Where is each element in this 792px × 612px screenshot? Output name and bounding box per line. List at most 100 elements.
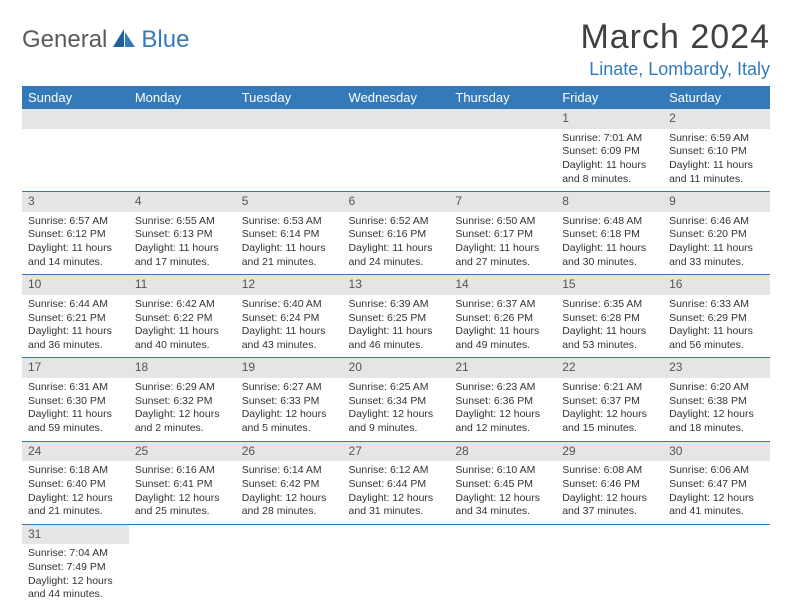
calendar-body: 1Sunrise: 7:01 AMSunset: 6:09 PMDaylight… xyxy=(22,109,770,607)
sunset-line: Sunset: 6:33 PM xyxy=(242,395,337,409)
calendar-week-row: 31Sunrise: 7:04 AMSunset: 7:49 PMDayligh… xyxy=(22,524,770,607)
sunrise-line: Sunrise: 6:31 AM xyxy=(28,381,123,395)
calendar-day-cell: 10Sunrise: 6:44 AMSunset: 6:21 PMDayligh… xyxy=(22,275,129,358)
day-number: 6 xyxy=(343,192,450,212)
calendar-day-cell: 16Sunrise: 6:33 AMSunset: 6:29 PMDayligh… xyxy=(663,275,770,358)
daylight-line: Daylight: 12 hours and 9 minutes. xyxy=(349,408,444,435)
sunrise-line: Sunrise: 6:23 AM xyxy=(455,381,550,395)
calendar-week-row: 1Sunrise: 7:01 AMSunset: 6:09 PMDaylight… xyxy=(22,109,770,192)
day-number: 15 xyxy=(556,275,663,295)
day-body: Sunrise: 7:04 AMSunset: 7:49 PMDaylight:… xyxy=(22,544,129,607)
logo: General Blue xyxy=(22,26,189,54)
sunset-line: Sunset: 6:40 PM xyxy=(28,478,123,492)
calendar-empty-cell xyxy=(236,524,343,607)
day-body: Sunrise: 6:29 AMSunset: 6:32 PMDaylight:… xyxy=(129,378,236,441)
sunset-line: Sunset: 6:28 PM xyxy=(562,312,657,326)
daylight-line: Daylight: 11 hours and 53 minutes. xyxy=(562,325,657,352)
calendar-day-cell: 30Sunrise: 6:06 AMSunset: 6:47 PMDayligh… xyxy=(663,441,770,524)
calendar-day-cell: 4Sunrise: 6:55 AMSunset: 6:13 PMDaylight… xyxy=(129,192,236,275)
day-body: Sunrise: 6:10 AMSunset: 6:45 PMDaylight:… xyxy=(449,461,556,524)
day-body: Sunrise: 6:23 AMSunset: 6:36 PMDaylight:… xyxy=(449,378,556,441)
day-number: 13 xyxy=(343,275,450,295)
calendar-day-cell: 31Sunrise: 7:04 AMSunset: 7:49 PMDayligh… xyxy=(22,524,129,607)
calendar-empty-cell xyxy=(449,524,556,607)
sunrise-line: Sunrise: 6:21 AM xyxy=(562,381,657,395)
title-block: March 2024 Linate, Lombardy, Italy xyxy=(580,18,770,80)
sunset-line: Sunset: 6:12 PM xyxy=(28,228,123,242)
sunset-line: Sunset: 6:10 PM xyxy=(669,145,764,159)
day-body: Sunrise: 6:37 AMSunset: 6:26 PMDaylight:… xyxy=(449,295,556,358)
calendar-day-cell: 19Sunrise: 6:27 AMSunset: 6:33 PMDayligh… xyxy=(236,358,343,441)
sunset-line: Sunset: 6:25 PM xyxy=(349,312,444,326)
day-number: 3 xyxy=(22,192,129,212)
sunrise-line: Sunrise: 6:20 AM xyxy=(669,381,764,395)
calendar-table: SundayMondayTuesdayWednesdayThursdayFrid… xyxy=(22,86,770,607)
sunrise-line: Sunrise: 6:27 AM xyxy=(242,381,337,395)
day-number: 16 xyxy=(663,275,770,295)
day-number: 18 xyxy=(129,358,236,378)
sunset-line: Sunset: 6:37 PM xyxy=(562,395,657,409)
calendar-day-cell: 9Sunrise: 6:46 AMSunset: 6:20 PMDaylight… xyxy=(663,192,770,275)
day-number: 9 xyxy=(663,192,770,212)
sunset-line: Sunset: 6:26 PM xyxy=(455,312,550,326)
calendar-day-cell: 17Sunrise: 6:31 AMSunset: 6:30 PMDayligh… xyxy=(22,358,129,441)
day-body: Sunrise: 6:44 AMSunset: 6:21 PMDaylight:… xyxy=(22,295,129,358)
sunset-line: Sunset: 6:38 PM xyxy=(669,395,764,409)
calendar-day-cell: 13Sunrise: 6:39 AMSunset: 6:25 PMDayligh… xyxy=(343,275,450,358)
day-body: Sunrise: 6:59 AMSunset: 6:10 PMDaylight:… xyxy=(663,129,770,192)
calendar-day-cell: 1Sunrise: 7:01 AMSunset: 6:09 PMDaylight… xyxy=(556,109,663,192)
day-number: 10 xyxy=(22,275,129,295)
month-title: March 2024 xyxy=(580,18,770,57)
daylight-line: Daylight: 12 hours and 37 minutes. xyxy=(562,492,657,519)
daylight-line: Daylight: 12 hours and 18 minutes. xyxy=(669,408,764,435)
day-number: 17 xyxy=(22,358,129,378)
calendar-day-cell: 15Sunrise: 6:35 AMSunset: 6:28 PMDayligh… xyxy=(556,275,663,358)
sunset-line: Sunset: 6:14 PM xyxy=(242,228,337,242)
day-body: Sunrise: 6:46 AMSunset: 6:20 PMDaylight:… xyxy=(663,212,770,275)
logo-text-blue: Blue xyxy=(141,26,189,54)
calendar-day-cell: 27Sunrise: 6:12 AMSunset: 6:44 PMDayligh… xyxy=(343,441,450,524)
day-body: Sunrise: 6:25 AMSunset: 6:34 PMDaylight:… xyxy=(343,378,450,441)
day-body: Sunrise: 6:08 AMSunset: 6:46 PMDaylight:… xyxy=(556,461,663,524)
calendar-day-cell: 23 Sunrise: 6:20 AMSunset: 6:38 PMDayligh… xyxy=(663,358,770,441)
calendar-day-cell: 8Sunrise: 6:48 AMSunset: 6:18 PMDaylight… xyxy=(556,192,663,275)
daylight-line: Daylight: 12 hours and 41 minutes. xyxy=(669,492,764,519)
day-body: Sunrise: 6:18 AMSunset: 6:40 PMDaylight:… xyxy=(22,461,129,524)
day-number: 31 xyxy=(22,525,129,545)
calendar-day-cell: 12Sunrise: 6:40 AMSunset: 6:24 PMDayligh… xyxy=(236,275,343,358)
day-number: 14 xyxy=(449,275,556,295)
daylight-line: Daylight: 12 hours and 2 minutes. xyxy=(135,408,230,435)
sunrise-line: Sunrise: 6:53 AM xyxy=(242,215,337,229)
sunrise-line: Sunrise: 6:29 AM xyxy=(135,381,230,395)
day-body: Sunrise: 6:57 AMSunset: 6:12 PMDaylight:… xyxy=(22,212,129,275)
calendar-day-cell: 18Sunrise: 6:29 AMSunset: 6:32 PMDayligh… xyxy=(129,358,236,441)
daylight-line: Daylight: 11 hours and 14 minutes. xyxy=(28,242,123,269)
weekday-header: Monday xyxy=(129,86,236,109)
calendar-week-row: 17Sunrise: 6:31 AMSunset: 6:30 PMDayligh… xyxy=(22,358,770,441)
sunrise-line: Sunrise: 6:50 AM xyxy=(455,215,550,229)
sunset-line: Sunset: 6:42 PM xyxy=(242,478,337,492)
daylight-line: Daylight: 11 hours and 21 minutes. xyxy=(242,242,337,269)
sunset-line: Sunset: 6:29 PM xyxy=(669,312,764,326)
day-body: Sunrise: 6:53 AMSunset: 6:14 PMDaylight:… xyxy=(236,212,343,275)
daylight-line: Daylight: 12 hours and 12 minutes. xyxy=(455,408,550,435)
daylight-line: Daylight: 12 hours and 5 minutes. xyxy=(242,408,337,435)
sunrise-line: Sunrise: 6:14 AM xyxy=(242,464,337,478)
sunset-line: Sunset: 6:45 PM xyxy=(455,478,550,492)
location: Linate, Lombardy, Italy xyxy=(580,59,770,80)
day-number: 12 xyxy=(236,275,343,295)
daylight-line: Daylight: 11 hours and 43 minutes. xyxy=(242,325,337,352)
calendar-empty-cell xyxy=(449,109,556,192)
daylight-line: Daylight: 12 hours and 25 minutes. xyxy=(135,492,230,519)
calendar-day-cell: 3Sunrise: 6:57 AMSunset: 6:12 PMDaylight… xyxy=(22,192,129,275)
calendar-day-cell: 14Sunrise: 6:37 AMSunset: 6:26 PMDayligh… xyxy=(449,275,556,358)
weekday-header: Thursday xyxy=(449,86,556,109)
daylight-line: Daylight: 12 hours and 31 minutes. xyxy=(349,492,444,519)
sunrise-line: Sunrise: 7:01 AM xyxy=(562,132,657,146)
sunset-line: Sunset: 6:24 PM xyxy=(242,312,337,326)
calendar-day-cell: 2Sunrise: 6:59 AMSunset: 6:10 PMDaylight… xyxy=(663,109,770,192)
day-number: 7 xyxy=(449,192,556,212)
calendar-day-cell: 26Sunrise: 6:14 AMSunset: 6:42 PMDayligh… xyxy=(236,441,343,524)
calendar-empty-cell xyxy=(236,109,343,192)
day-number: 23 xyxy=(663,358,770,378)
